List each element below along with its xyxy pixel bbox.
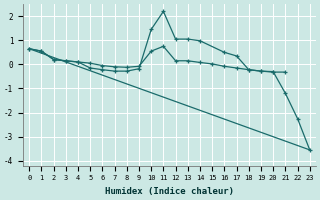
X-axis label: Humidex (Indice chaleur): Humidex (Indice chaleur) xyxy=(105,187,234,196)
